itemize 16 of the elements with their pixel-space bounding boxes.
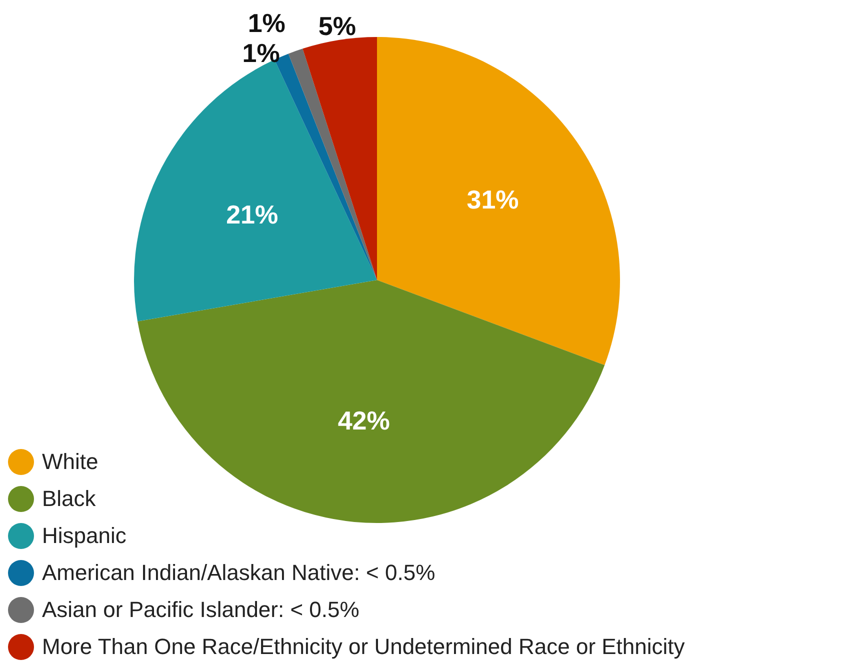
pie-slice	[377, 37, 620, 366]
legend-label: Black	[42, 486, 96, 512]
data-label: 31%	[466, 184, 519, 215]
legend-label: More Than One Race/Ethnicity or Undetermined Race or Ethnicity	[42, 634, 685, 660]
data-label: 1%	[248, 8, 286, 38]
pie-slice	[288, 48, 377, 280]
data-label: 21%	[226, 200, 278, 230]
data-label: 42%	[338, 405, 390, 436]
legend-label: American Indian/Alaskan Native: < 0.5%	[42, 560, 436, 586]
pie-slice	[138, 280, 605, 523]
data-label: 5%	[318, 11, 356, 42]
data-label: 1%	[242, 38, 280, 68]
legend-label: Asian or Pacific Islander: < 0.5%	[42, 596, 360, 622]
legend-label: White	[42, 448, 98, 474]
pie-slice	[302, 37, 377, 280]
legend-label: Hispanic	[42, 522, 126, 548]
